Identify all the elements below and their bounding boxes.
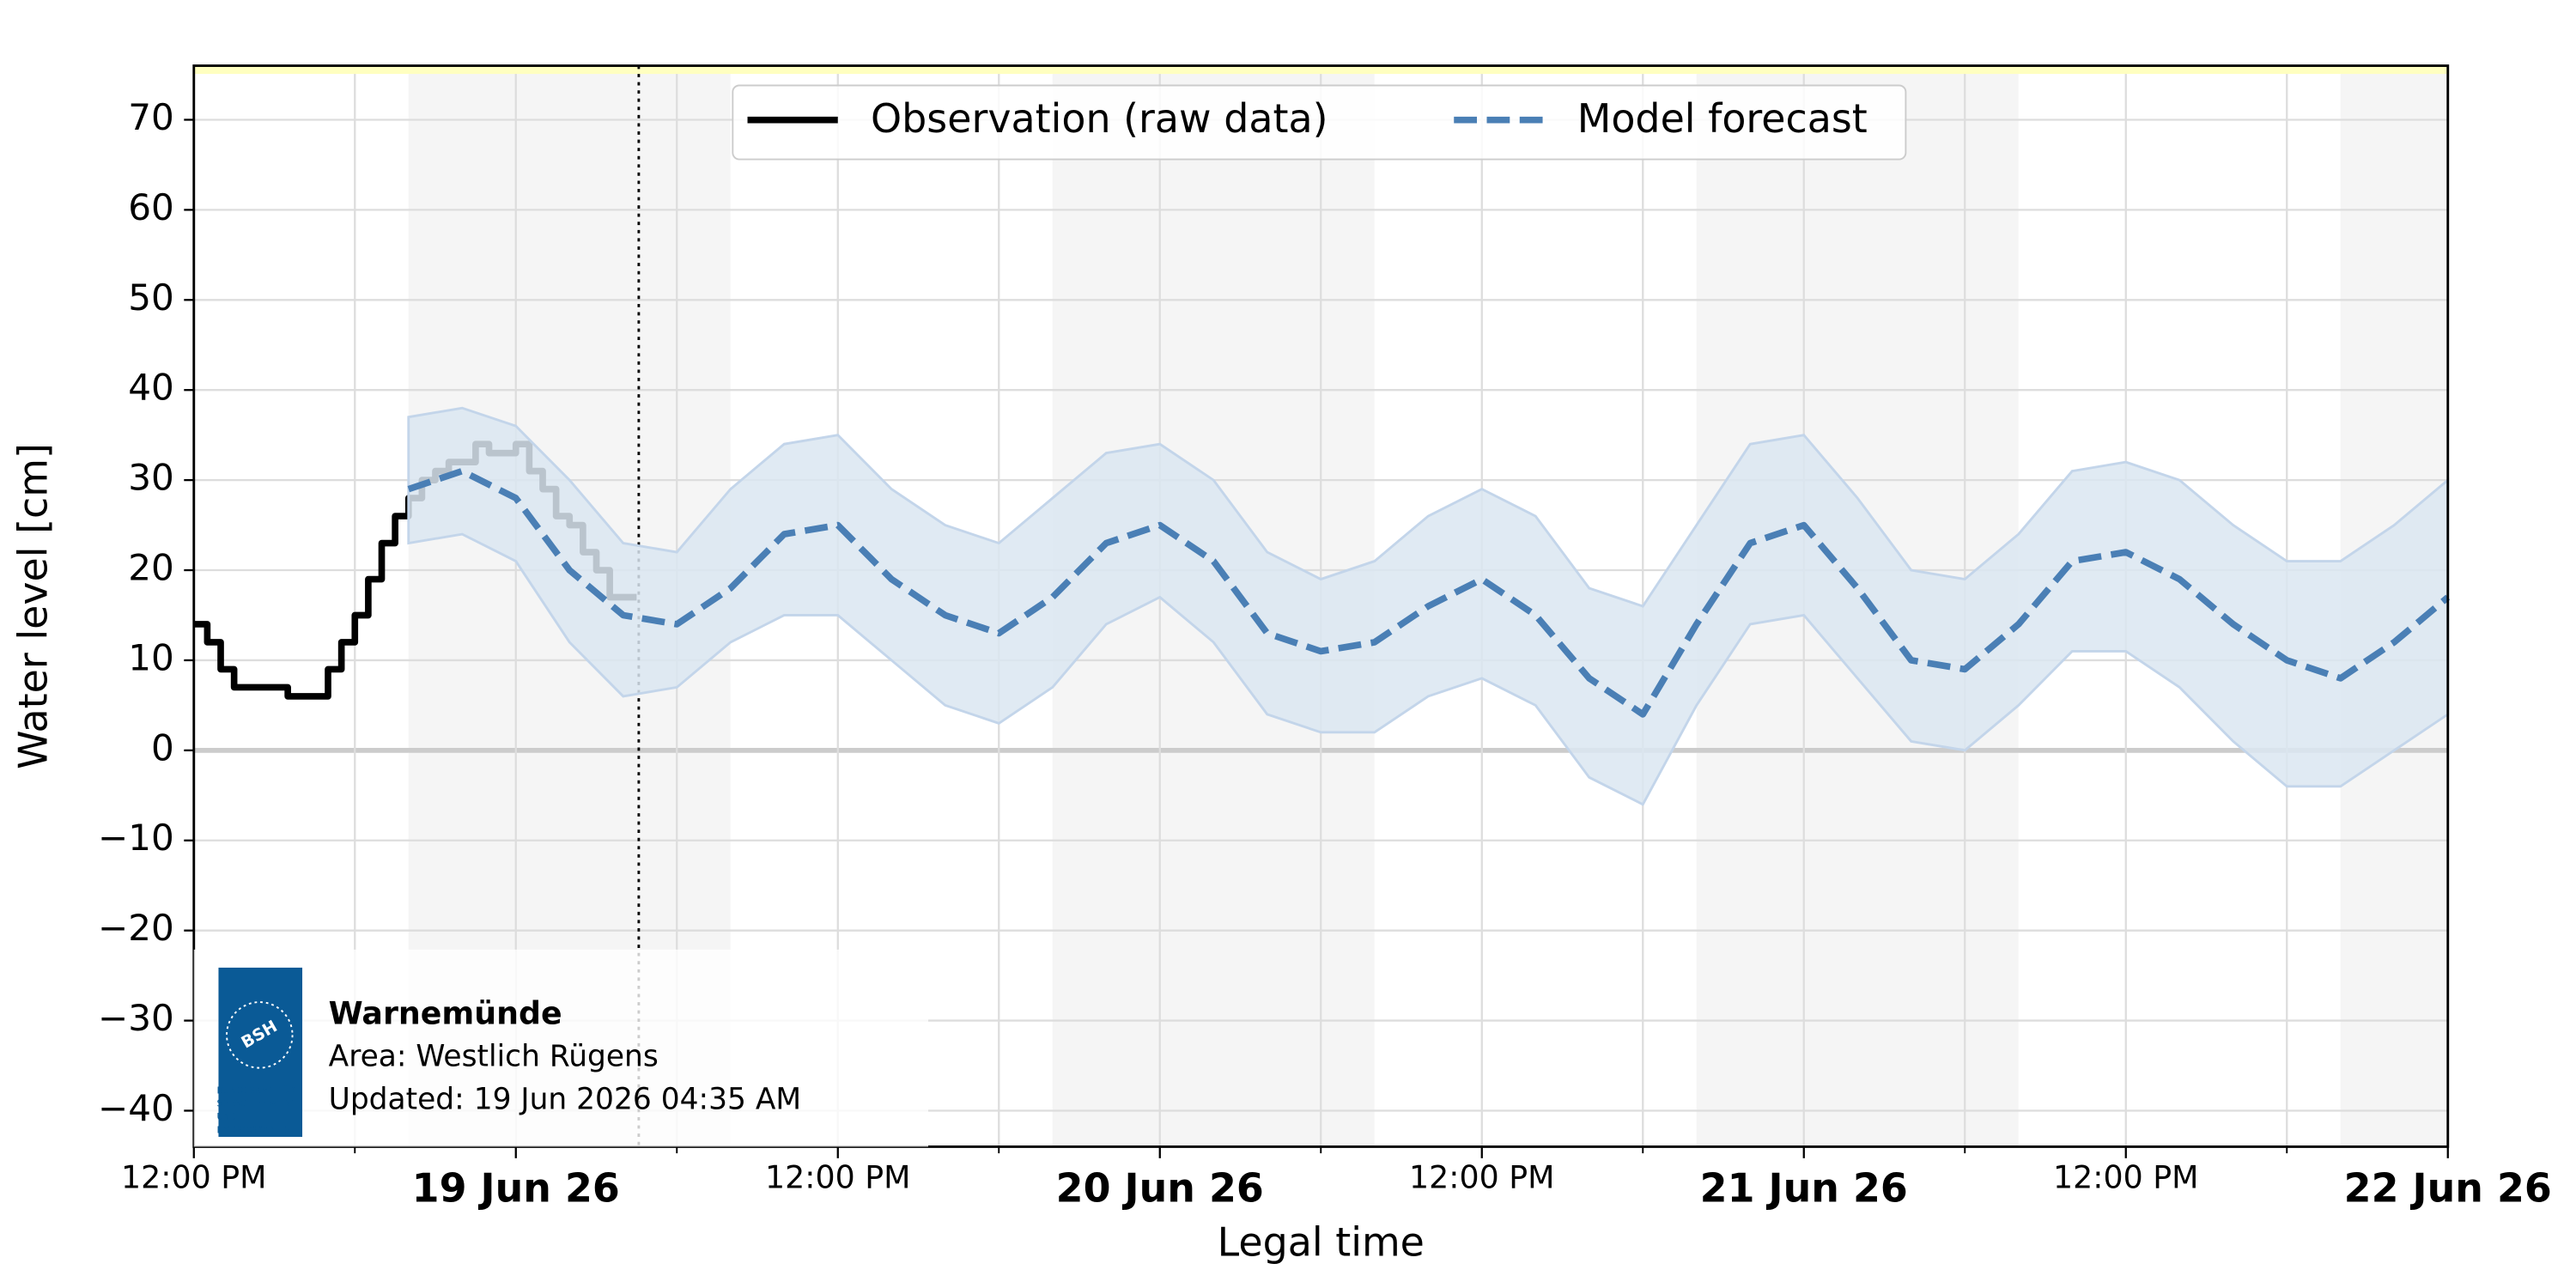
- x-tick-label: 22 Jun 26: [2344, 1165, 2552, 1212]
- x-tick-label: 21 Jun 26: [1700, 1165, 1908, 1212]
- plot-frame: [192, 64, 2450, 1148]
- y-tick-label: 20: [128, 547, 174, 589]
- y-tick-label: −10: [98, 817, 174, 859]
- station-name: Warnemünde: [329, 994, 562, 1031]
- x-tick-label: 12:00 PM: [121, 1159, 267, 1196]
- y-tick-label: 40: [128, 367, 174, 409]
- logo-caption: SEESCHIFFFAHRT: [217, 1099, 295, 1109]
- y-tick-label: 70: [128, 96, 174, 138]
- logo-caption: UND: [217, 1112, 238, 1122]
- y-tick-label: −20: [98, 907, 174, 949]
- logo-ring: [226, 1001, 294, 1069]
- x-tick-label: 20 Jun 26: [1056, 1165, 1264, 1212]
- y-tick-label: −30: [98, 997, 174, 1039]
- y-tick-label: 50: [128, 276, 174, 319]
- y-tick-label: 0: [151, 726, 174, 769]
- area: Area: Westlich Rügens: [329, 1040, 659, 1074]
- x-tick-label: 12:00 PM: [1409, 1159, 1555, 1196]
- foreground-layer: −40 −30 −20 −10 0 10 20 30 40 50 60 70 12:00 PM 19 Ju…: [98, 64, 2552, 1212]
- logo-caption: BUNDESAMT FÜR: [217, 1084, 295, 1096]
- y-axis-label: Water level [cm]: [10, 443, 57, 769]
- updated: Updated: 19 Jun 2026 04:35 AM: [329, 1082, 801, 1116]
- legend-label: Observation (raw data): [871, 95, 1327, 142]
- legend-label: Model forecast: [1577, 95, 1868, 142]
- info-box: [193, 949, 928, 1147]
- x-tick-label: 12:00 PM: [765, 1159, 911, 1196]
- y-tick-label: 60: [128, 186, 174, 228]
- threshold-band: [193, 65, 2448, 75]
- x-tick-label: 12:00 PM: [2053, 1159, 2199, 1196]
- y-tick-label: −40: [98, 1087, 174, 1129]
- y-tick-label: 10: [128, 636, 174, 678]
- y-tick-label: 30: [128, 457, 174, 499]
- legend-box: [732, 84, 1907, 161]
- logo-caption: HYDROGRAPHIE: [217, 1125, 289, 1135]
- x-axis-label: Legal time: [1218, 1219, 1425, 1266]
- x-tick-label: 19 Jun 26: [412, 1165, 620, 1212]
- series-line: [407, 467, 2451, 718]
